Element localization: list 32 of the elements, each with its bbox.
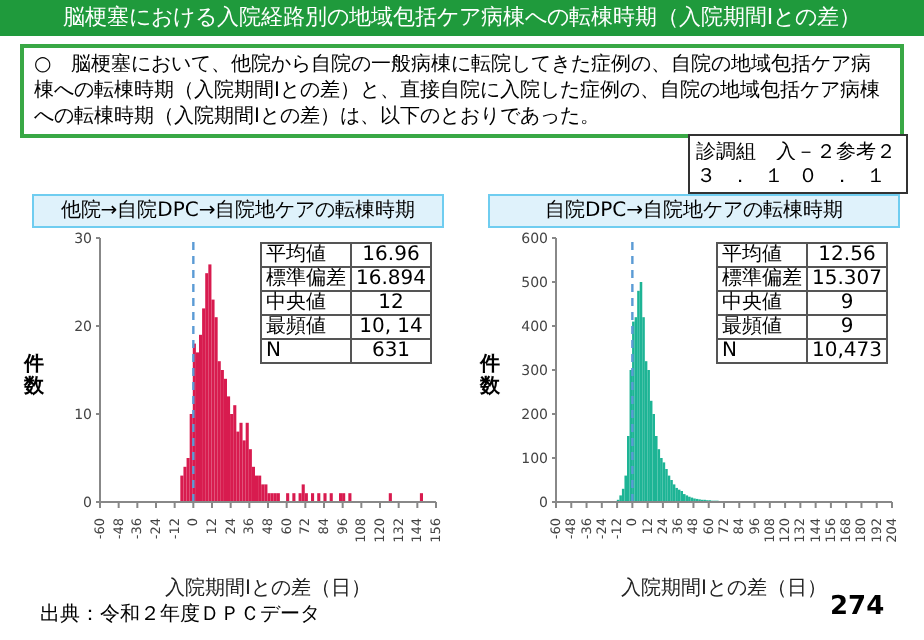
- text: 脳梗塞における入院経路別の地域包括ケア病棟への転棟時期（入院期間Ⅰとの差）: [0, 0, 924, 36]
- annotation: 10, 14: [351, 315, 431, 339]
- annotation: N: [717, 339, 807, 363]
- x-axis-title: 入院期間Ⅰとの差（日）: [165, 576, 371, 600]
- annotation: 中央値: [261, 291, 351, 315]
- annotation: 最頻値: [261, 315, 351, 339]
- annotation: 最頻値: [717, 315, 807, 339]
- text: ３．１０．１: [696, 166, 900, 188]
- annotation: 16.96: [351, 243, 431, 267]
- annotation: N: [261, 339, 351, 363]
- annotation: 631: [351, 339, 431, 363]
- annotation: 標準偏差: [261, 267, 351, 291]
- annotation: 平均値: [717, 243, 807, 267]
- annotation: 10,473: [807, 339, 887, 363]
- y-axis-title: 件数: [24, 354, 46, 398]
- annotation: 12: [351, 291, 431, 315]
- x-axis-title: 入院期間Ⅰとの差（日）: [621, 576, 827, 600]
- chart-title: 他院→自院DPC→自院地ケアの転棟時期: [32, 194, 444, 228]
- text: ○ 脳梗塞において、他院から自院の一般病棟に転院してきた症例の、自院の地域包括ケア病棟への転棟時期（入院期間Ⅰとの差）と、直接自院に入院した症例の、自院の地域包括ケア病棟への転棟時期（入院期間Ⅰとの差）は、以下のとおりであった。: [20, 44, 904, 138]
- text: 診調組 入－２参考２: [688, 134, 908, 168]
- text: 274: [830, 592, 885, 622]
- annotation: 16.894: [351, 267, 431, 291]
- annotation: 9: [807, 315, 887, 339]
- annotation: 標準偏差: [717, 267, 807, 291]
- source-note: 出典：令和２年度ＤＰＣデータ: [40, 601, 320, 628]
- chart-title: 自院DPC→自院地ケアの転棟時期: [488, 194, 900, 228]
- y-axis-title: 件数: [480, 354, 502, 398]
- annotation: 15.307: [807, 267, 887, 291]
- annotation: 9: [807, 291, 887, 315]
- annotation: 12.56: [807, 243, 887, 267]
- annotation: 中央値: [717, 291, 807, 315]
- annotation: 平均値: [261, 243, 351, 267]
